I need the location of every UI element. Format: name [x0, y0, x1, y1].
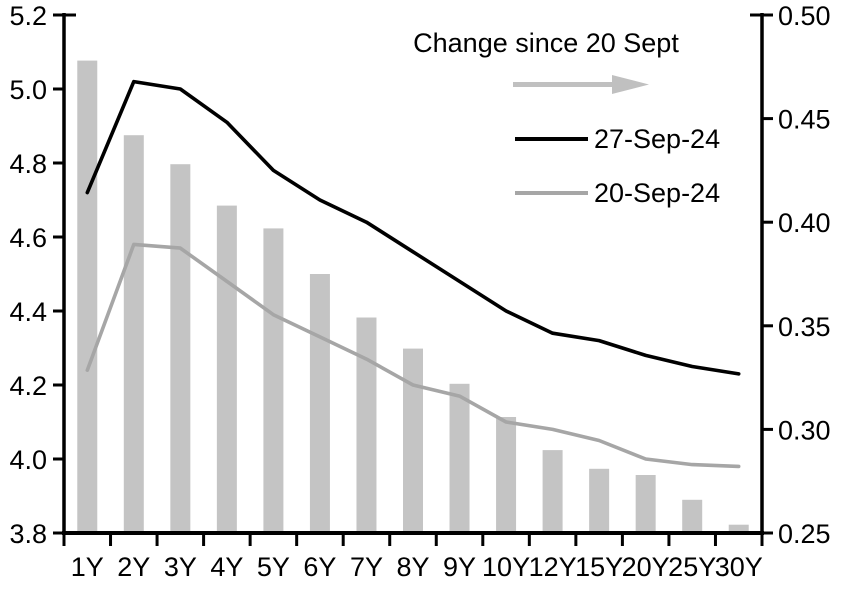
- left-axis-tick-label: 4.0: [9, 445, 47, 475]
- x-axis-category-label: 20Y: [622, 552, 670, 582]
- bar-2Y: [123, 135, 144, 533]
- x-axis-category-label: 4Y: [210, 552, 243, 582]
- bar-1Y: [77, 60, 98, 533]
- legend-label-20-sep-24: 20-Sep-24: [594, 178, 720, 208]
- right-axis-tick-label: 0.25: [778, 519, 831, 549]
- left-axis-tick-label: 4.4: [9, 297, 47, 327]
- x-axis-category-label: 10Y: [482, 552, 530, 582]
- x-axis-category-label: 3Y: [164, 552, 197, 582]
- left-axis-tick-label: 5.2: [9, 1, 47, 31]
- bar-3Y: [170, 164, 191, 533]
- right-axis-tick-label: 0.50: [778, 1, 831, 31]
- legend: Change since 20 Sept 27-Sep-24 20-Sep-24: [413, 28, 720, 208]
- x-axis-category-label: 25Y: [668, 552, 716, 582]
- x-axis-category-label: 1Y: [71, 552, 104, 582]
- bar-10Y: [496, 417, 517, 533]
- right-axis-tick-label: 0.35: [778, 312, 831, 342]
- left-axis-tick-label: 4.8: [9, 149, 47, 179]
- right-axis-tick-label: 0.45: [778, 105, 831, 135]
- x-axis-category-label: 30Y: [715, 552, 763, 582]
- x-axis-category-label: 5Y: [257, 552, 290, 582]
- bar-7Y: [356, 317, 377, 533]
- right-axis-tick-label: 0.30: [778, 415, 831, 445]
- right-axis-tick-label: 0.40: [778, 208, 831, 238]
- legend-label-27-sep-24: 27-Sep-24: [594, 124, 720, 154]
- bar-8Y: [403, 348, 423, 533]
- x-axis-category-label: 7Y: [350, 552, 383, 582]
- x-axis-category-label: 12Y: [529, 552, 577, 582]
- x-axis-category-label: 6Y: [303, 552, 336, 582]
- axes: 5.2 5.0 4.8 4.6 4.4 4.2 4.0 3.8 0.50 0.45 0.40 0.35…: [9, 1, 830, 582]
- bar-20Y: [635, 475, 656, 533]
- line-series-20-sep-24: [85, 242, 741, 469]
- left-axis-tick-label: 4.6: [9, 223, 47, 253]
- bar-30Y: [728, 524, 749, 533]
- bar-9Y: [449, 383, 470, 533]
- bar-5Y: [263, 228, 284, 533]
- line-series-27-sep-24: [85, 79, 741, 376]
- bar-series-change-since-20-sept: [77, 60, 749, 533]
- bar-25Y: [682, 499, 703, 533]
- left-axis-tick-label: 5.0: [9, 75, 47, 105]
- bar-12Y: [542, 450, 563, 533]
- x-axis-category-label: 15Y: [575, 552, 623, 582]
- bar-4Y: [216, 205, 237, 533]
- left-axis-tick-label: 3.8: [9, 519, 47, 549]
- left-axis-tick-label: 4.2: [9, 371, 47, 401]
- right-arrow-icon-head: [612, 75, 649, 94]
- x-axis-category-label: 8Y: [396, 552, 429, 582]
- bar-6Y: [309, 274, 330, 533]
- bar-15Y: [589, 468, 610, 533]
- x-axis-category-label: 9Y: [443, 552, 476, 582]
- legend-title: Change since 20 Sept: [413, 28, 679, 58]
- x-axis-category-label: 2Y: [117, 552, 150, 582]
